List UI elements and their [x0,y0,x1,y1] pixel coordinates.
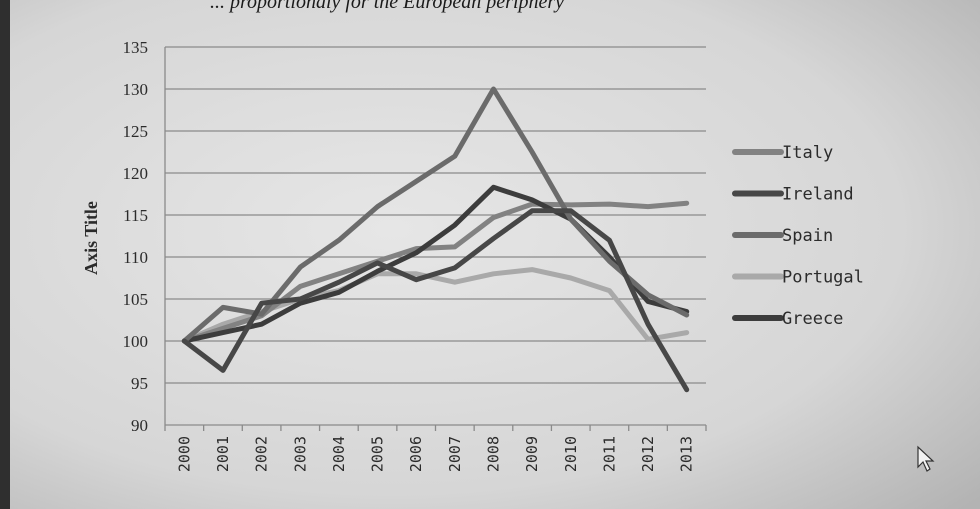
y-tick-label: 95 [131,374,148,393]
y-tick-label: 110 [123,248,148,267]
y-tick-label: 100 [123,332,149,351]
top-caption: ... proportionaly for the European perip… [210,0,564,13]
x-tick-label: 2004 [330,436,348,472]
series-lines [181,86,690,393]
x-tick-label: 2012 [639,436,657,472]
mouse-cursor-icon [917,445,935,472]
x-tick-label: 2001 [214,436,232,472]
x-tick-label: 2005 [369,436,387,472]
x-tick-label: 2011 [600,436,618,472]
y-axis-ticks: 90 95 100 105 110 115 120 125 130 135 [123,38,149,435]
series-line-spain [181,86,690,344]
y-tick-label: 120 [123,164,149,183]
left-bezel [0,0,10,509]
x-axis-ticks: 2000 2001 2002 2003 2004 2005 2006 2007 2008 2009… [164,425,707,472]
series-line-italy [181,200,690,344]
x-tick-label: 2010 [562,436,580,472]
grid [164,46,706,426]
y-tick-label: 130 [123,80,149,99]
x-tick-label: 2013 [678,436,696,472]
x-tick-label: 2007 [446,436,464,472]
x-tick-label: 2008 [484,436,502,472]
y-axis-title: Axis Title [81,201,101,275]
x-tick-label: 2000 [175,436,193,472]
x-tick-label: 2002 [253,436,271,472]
legend-label: Ireland [782,185,854,205]
legend-label: Portugal [782,268,864,288]
y-tick-label: 125 [123,122,149,141]
x-tick-label: 2009 [523,436,541,472]
x-tick-label: 2006 [407,436,425,472]
y-tick-label: 105 [123,290,149,309]
y-tick-label: 135 [123,38,149,57]
legend-label: Italy [782,143,833,163]
legend-label: Spain [782,226,833,246]
y-tick-label: 115 [123,206,148,225]
series-line-ireland [181,208,690,393]
legend: Italy Ireland Spain Portugal Greece [732,143,864,329]
y-tick-label: 90 [131,416,148,435]
x-tick-label: 2003 [291,436,309,472]
legend-label: Greece [782,309,843,329]
